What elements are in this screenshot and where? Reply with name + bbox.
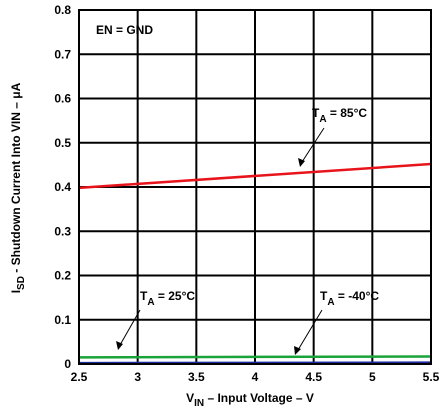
y-tick-label: 0.2 [54, 269, 71, 283]
x-axis-title-main: V [186, 391, 194, 405]
y-tick-label: 0.8 [54, 3, 71, 17]
arrow-85c-head [298, 158, 305, 167]
series-label-25c-main: T [140, 289, 148, 303]
arrow-25c-head [116, 341, 123, 350]
plot-frame [78, 9, 432, 365]
x-tick-label: 4 [252, 370, 259, 384]
x-axis-title-sub: IN [194, 398, 204, 409]
series-line-85c [78, 162, 432, 190]
series-label-m40c-sub: A [327, 297, 334, 308]
x-axis-title: VIN – Input Voltage – V [186, 391, 314, 409]
arrow-85c [301, 127, 325, 163]
series-label-85c: TA = 85°C [298, 106, 367, 167]
y-tick-label: 0.7 [54, 47, 71, 61]
x-tick-label: 3.5 [188, 370, 205, 384]
series-label-m40c-text: TA = -40°C [320, 289, 379, 308]
series-label-85c-rest: = 85°C [327, 106, 368, 120]
y-tick-label: 0.4 [54, 180, 71, 194]
series-label-m40c-rest: = -40°C [335, 289, 380, 303]
series-label-25c-rest: = 25°C [155, 289, 196, 303]
series-line-25c [78, 355, 432, 359]
x-tick-label: 3 [134, 370, 141, 384]
series-label-25c-sub: A [147, 297, 154, 308]
y-tick-label: 0.1 [54, 313, 71, 327]
condition-annotation: EN = GND [96, 23, 153, 37]
tick-labels: 2.5 3 3.5 4 4.5 5 5.5 0 0.1 0.2 0.3 0.4 0.5 0.6 0.7 0.8 [54, 3, 439, 384]
y-axis-title-sub: SD [16, 276, 27, 290]
y-axis-title-rest: - Shutdown Current Into VIN – μA [9, 82, 23, 276]
series-label-85c-sub: A [319, 114, 326, 125]
y-axis-title: ISD - Shutdown Current Into VIN – μA [9, 82, 27, 293]
series-label-m40c-main: T [320, 289, 328, 303]
y-tick-label: 0.6 [54, 92, 71, 106]
series-label-85c-main: T [312, 106, 320, 120]
y-tick-label: 0.5 [54, 136, 71, 150]
grid [78, 9, 432, 365]
y-tick-label: 0 [64, 357, 71, 371]
arrow-m40c-head [294, 346, 301, 355]
series-label-m40c: TA = -40°C [294, 289, 379, 355]
x-tick-label: 5.5 [423, 370, 440, 384]
series-label-25c: TA = 25°C [116, 289, 195, 350]
arrow-25c [119, 309, 141, 346]
series-label-85c-text: TA = 85°C [312, 106, 367, 125]
series-label-25c-text: TA = 25°C [140, 289, 195, 308]
x-tick-label: 2.5 [71, 370, 88, 384]
y-axis-title-main: I [9, 290, 23, 293]
x-tick-label: 4.5 [305, 370, 322, 384]
arrow-m40c [297, 309, 323, 351]
x-tick-label: 5 [369, 370, 376, 384]
x-axis-title-rest: – Input Voltage – V [204, 391, 314, 405]
y-tick-label: 0.3 [54, 224, 71, 238]
